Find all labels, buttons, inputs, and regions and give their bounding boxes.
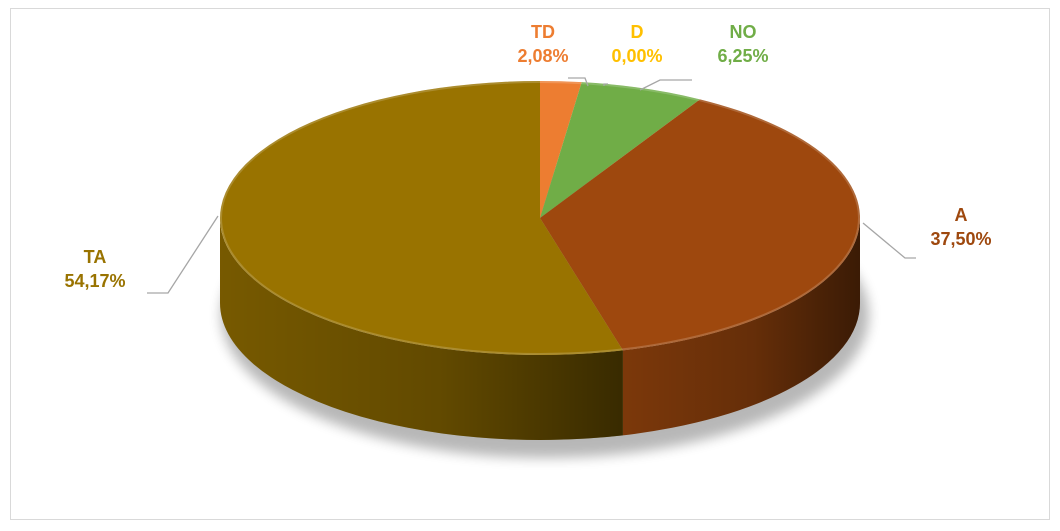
pie-slice-a bbox=[540, 99, 860, 351]
pie-side-shading-a bbox=[622, 218, 860, 436]
pie-slice-td bbox=[540, 81, 582, 218]
pie-rim bbox=[220, 81, 860, 355]
data-label-a: A 37,50% bbox=[911, 203, 1011, 251]
data-label-td: TD 2,08% bbox=[493, 20, 593, 68]
slice-value-no: 6,25% bbox=[717, 46, 769, 66]
slice-label-ta: TA bbox=[83, 247, 107, 267]
leader-line-ta bbox=[147, 215, 219, 294]
slice-label-td: TD bbox=[531, 22, 555, 42]
leader-line-no bbox=[639, 79, 692, 91]
slice-value-d: 0,00% bbox=[611, 46, 663, 66]
data-label-ta: TA 54,17% bbox=[35, 245, 155, 293]
pie-side-shading-ta bbox=[219, 218, 623, 440]
slice-value-a: 37,50% bbox=[930, 229, 992, 249]
leader-line-d bbox=[603, 83, 608, 86]
leader-line-a bbox=[862, 222, 916, 259]
data-label-d: D 0,00% bbox=[587, 20, 687, 68]
slice-label-no: NO bbox=[729, 22, 757, 42]
slice-value-ta: 54,17% bbox=[64, 271, 126, 291]
pie-slice-ta bbox=[219, 81, 623, 355]
slice-value-td: 2,08% bbox=[517, 46, 569, 66]
leader-line-td bbox=[568, 77, 589, 87]
data-label-no: NO 6,25% bbox=[693, 20, 793, 68]
slice-label-d: D bbox=[630, 22, 644, 42]
slice-label-a: A bbox=[954, 205, 968, 225]
pie-slice-no bbox=[540, 82, 700, 219]
